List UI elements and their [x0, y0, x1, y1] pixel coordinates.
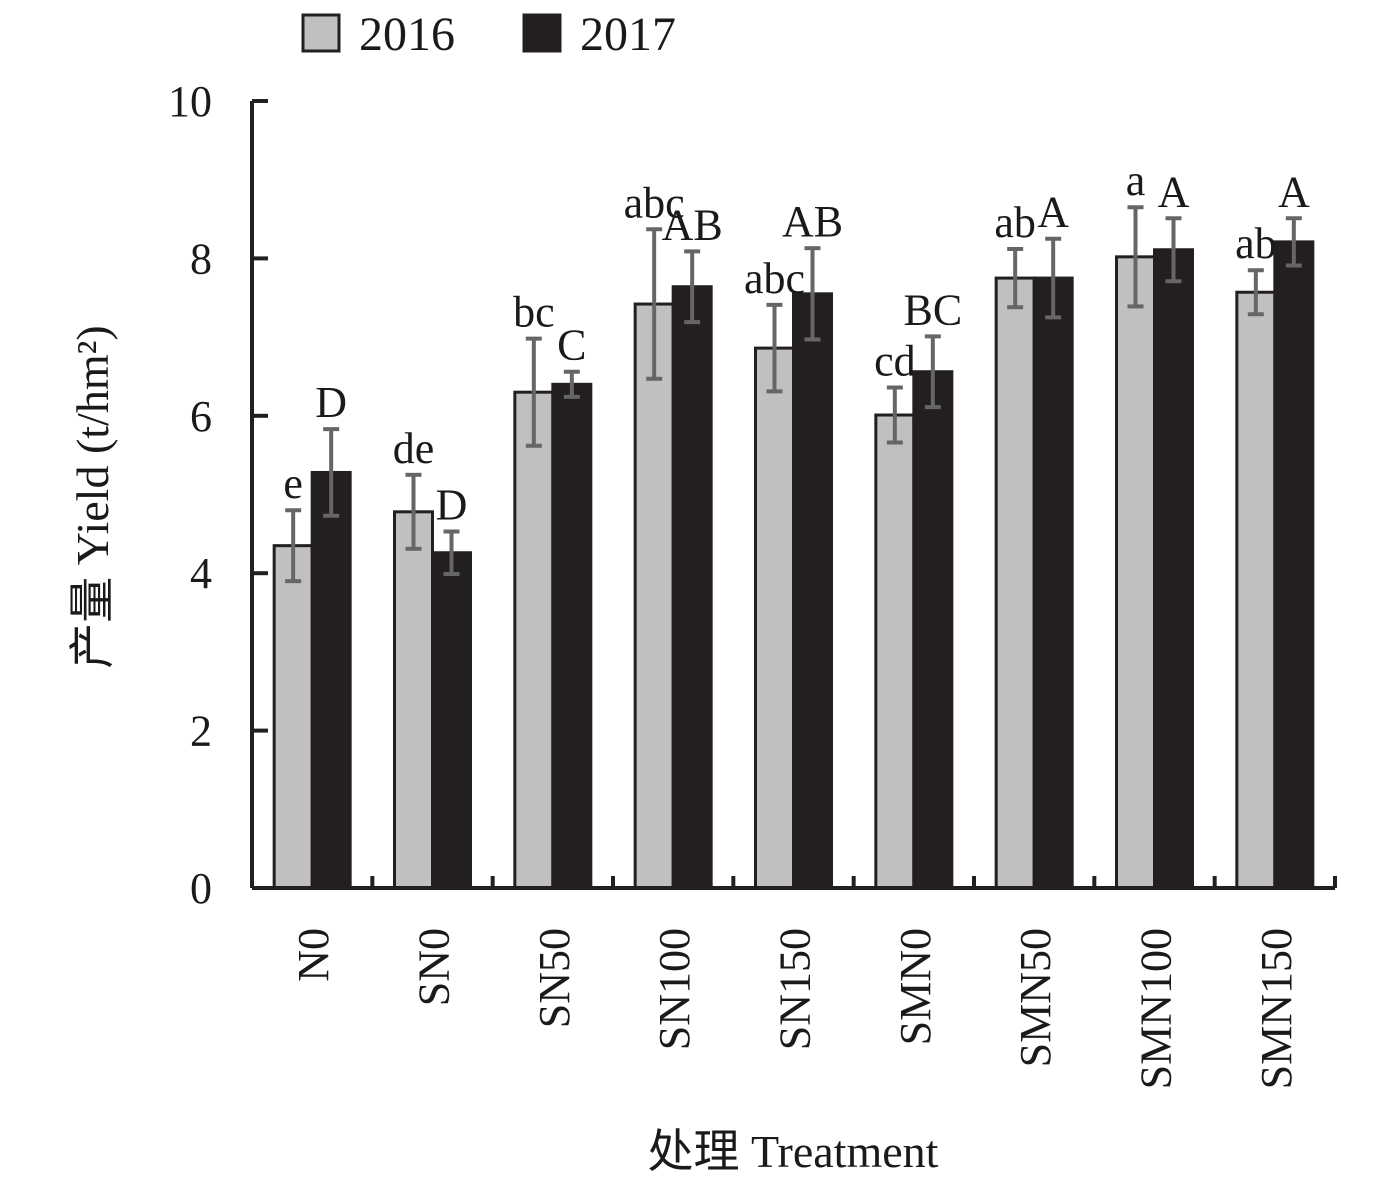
- significance-label-2016-SMN100: a: [1126, 156, 1146, 205]
- x-category-label-SN150: SN150: [771, 928, 820, 1050]
- significance-label-2017-SMN0: BC: [903, 285, 962, 334]
- significance-label-2017-SMN50: A: [1037, 188, 1069, 237]
- bar-2016-SN150: [754, 346, 795, 890]
- bar-2017-SN0: [431, 551, 472, 890]
- significance-label-2016-SN0: de: [393, 424, 435, 473]
- bar-2016-SMN0: [874, 413, 916, 890]
- y-axis: 0 2 4 6 8 10: [168, 77, 268, 913]
- x-category-label-SN0: SN0: [410, 928, 459, 1006]
- bar-2016-SMN150: [1235, 290, 1277, 890]
- significance-label-2017-SN0: D: [436, 480, 468, 529]
- bar-2017-SMN150: [1273, 240, 1315, 890]
- y-tick-label-5: 10: [168, 77, 212, 126]
- significance-label-2016-N0: e: [283, 459, 303, 508]
- x-category-label-SMN0: SMN0: [891, 928, 940, 1045]
- y-tick-label-3: 6: [190, 392, 212, 441]
- x-axis: N0 SN0 SN50 SN100 SN150 SMN0 SMN50 SMN100 SMN150: [250, 876, 1337, 1089]
- x-category-label-SMN150: SMN150: [1252, 928, 1301, 1089]
- bar-2016-SMN100: [1115, 255, 1156, 890]
- x-category-label-SN100: SN100: [650, 928, 699, 1050]
- x-category-label-N0: N0: [289, 928, 338, 982]
- bar-2017-SMN100: [1153, 248, 1194, 890]
- bar-2017-SMN0: [912, 370, 954, 890]
- bar-2017-SN150: [792, 292, 833, 890]
- bar-2016-N0: [272, 544, 314, 890]
- significance-label-2017-SMN100: A: [1158, 167, 1190, 216]
- y-axis-title: 产量 Yield (t/hm²): [67, 325, 118, 668]
- legend-swatch-2017: [522, 13, 562, 53]
- significance-label-2016-SMN150: ab: [1235, 219, 1277, 268]
- legend: 2016 2017: [301, 8, 676, 61]
- y-tick-label-1: 2: [190, 707, 212, 756]
- x-category-label-SMN50: SMN50: [1011, 928, 1060, 1067]
- x-axis-title: 处理 Treatment: [648, 1126, 939, 1177]
- significance-label-2016-SMN0: cd: [874, 336, 916, 385]
- legend-swatch-2016: [301, 13, 341, 53]
- significance-label-2017-SN100: AB: [662, 200, 723, 249]
- significance-label-2017-SN50: C: [557, 321, 586, 370]
- significance-label-2017-SMN150: A: [1278, 167, 1310, 216]
- bar-2016-SN100: [633, 302, 675, 890]
- bar-2017-SMN50: [1032, 276, 1074, 890]
- significance-label-2016-SN150: abc: [744, 254, 805, 303]
- significance-label-2017-SN150: AB: [782, 197, 843, 246]
- x-category-label-SMN100: SMN100: [1132, 928, 1181, 1089]
- error-bars-group: [285, 205, 1302, 584]
- significance-label-2017-N0: D: [315, 378, 347, 427]
- bar-2017-SN100: [671, 285, 713, 890]
- y-tick-label-4: 8: [190, 234, 212, 283]
- x-category-label-SN50: SN50: [530, 928, 579, 1028]
- significance-label-2016-SN50: bc: [513, 288, 555, 337]
- legend-label-2016: 2016: [359, 8, 455, 61]
- y-tick-label-0: 0: [190, 864, 212, 913]
- y-tick-label-2: 4: [190, 549, 212, 598]
- significance-label-2016-SMN50: ab: [994, 198, 1036, 247]
- bar-2017-N0: [310, 470, 352, 890]
- significance-label-2016-SN100: abc: [624, 178, 685, 227]
- bar-2017-SN50: [551, 382, 593, 890]
- bar-2016-SN50: [513, 390, 555, 890]
- bar-2016-SN0: [393, 510, 434, 890]
- bars-group: [272, 240, 1315, 890]
- legend-label-2017: 2017: [580, 8, 676, 61]
- bar-2016-SMN50: [994, 276, 1036, 890]
